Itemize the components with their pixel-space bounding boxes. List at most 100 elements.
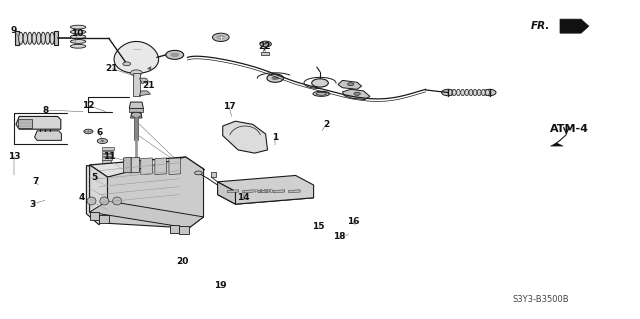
Ellipse shape [469, 89, 473, 96]
Bar [102, 160, 111, 163]
Circle shape [348, 83, 354, 86]
Ellipse shape [19, 32, 23, 44]
Circle shape [123, 62, 131, 66]
Polygon shape [258, 190, 269, 193]
Polygon shape [86, 166, 112, 225]
Polygon shape [273, 190, 285, 193]
Ellipse shape [41, 32, 45, 44]
Ellipse shape [465, 89, 468, 96]
Ellipse shape [70, 40, 86, 43]
Polygon shape [170, 225, 179, 233]
Ellipse shape [32, 32, 36, 44]
Circle shape [483, 89, 496, 96]
Polygon shape [218, 182, 236, 204]
Polygon shape [54, 31, 58, 45]
Ellipse shape [486, 89, 490, 96]
Text: 3: 3 [29, 200, 35, 209]
Bar [102, 147, 114, 150]
Text: 18: 18 [333, 232, 346, 241]
Text: 7: 7 [32, 177, 38, 186]
Text: 21: 21 [106, 64, 118, 73]
Text: 4: 4 [79, 193, 85, 202]
Ellipse shape [477, 89, 481, 96]
Text: S3Y3-B3500B: S3Y3-B3500B [513, 295, 569, 304]
Text: 10: 10 [70, 29, 83, 38]
Text: 17: 17 [223, 102, 236, 111]
Polygon shape [243, 190, 254, 193]
Text: 20: 20 [176, 257, 189, 266]
Text: 2: 2 [323, 120, 330, 129]
Text: 15: 15 [312, 222, 325, 231]
Circle shape [100, 140, 104, 142]
Polygon shape [108, 157, 204, 228]
Text: 14: 14 [237, 193, 250, 202]
Text: FR.: FR. [531, 21, 550, 31]
Polygon shape [124, 157, 131, 173]
Polygon shape [179, 226, 189, 234]
Ellipse shape [70, 44, 86, 48]
Text: 12: 12 [82, 101, 95, 110]
Text: P R N D: P R N D [255, 189, 273, 194]
Polygon shape [155, 158, 166, 174]
Polygon shape [560, 19, 589, 33]
Polygon shape [141, 158, 152, 174]
Polygon shape [261, 52, 269, 55]
Circle shape [263, 43, 268, 45]
Circle shape [312, 79, 328, 87]
Polygon shape [169, 158, 180, 174]
Polygon shape [90, 212, 99, 220]
Text: 16: 16 [347, 217, 360, 226]
Polygon shape [211, 172, 216, 177]
Ellipse shape [100, 197, 109, 205]
Text: 9: 9 [11, 26, 17, 35]
Polygon shape [16, 116, 61, 129]
Text: 22: 22 [258, 42, 271, 51]
Text: 5: 5 [92, 173, 98, 182]
Ellipse shape [113, 197, 122, 205]
Ellipse shape [452, 89, 456, 96]
Circle shape [260, 41, 271, 47]
Polygon shape [218, 175, 314, 204]
Polygon shape [140, 78, 148, 84]
Polygon shape [227, 190, 239, 193]
Circle shape [170, 53, 179, 57]
Polygon shape [99, 215, 109, 223]
Bar [102, 154, 113, 156]
Circle shape [195, 171, 202, 175]
Polygon shape [131, 112, 142, 118]
Polygon shape [15, 31, 19, 45]
Bar [102, 151, 113, 153]
Circle shape [166, 50, 184, 59]
Text: 21: 21 [142, 81, 155, 90]
Polygon shape [223, 121, 268, 153]
Ellipse shape [70, 25, 86, 29]
Polygon shape [133, 73, 140, 96]
Circle shape [354, 92, 360, 95]
Circle shape [217, 35, 225, 39]
Bar [102, 157, 112, 160]
Circle shape [97, 138, 108, 144]
Ellipse shape [448, 89, 452, 96]
Polygon shape [35, 131, 61, 140]
Ellipse shape [28, 32, 32, 44]
Text: 6: 6 [96, 128, 102, 137]
Circle shape [442, 89, 454, 96]
Ellipse shape [461, 89, 465, 96]
Polygon shape [550, 143, 563, 146]
Polygon shape [131, 157, 140, 173]
Ellipse shape [23, 32, 28, 44]
Ellipse shape [87, 197, 96, 205]
Polygon shape [342, 89, 370, 100]
Text: 13: 13 [8, 152, 20, 161]
Ellipse shape [36, 32, 41, 44]
Polygon shape [218, 188, 314, 204]
Circle shape [131, 70, 142, 76]
Text: ◀: ◀ [147, 66, 151, 71]
Text: 1: 1 [272, 133, 278, 142]
Polygon shape [90, 165, 108, 223]
Text: ATM-4: ATM-4 [550, 124, 589, 134]
Polygon shape [90, 157, 204, 177]
Circle shape [267, 74, 284, 82]
Ellipse shape [313, 91, 330, 96]
Polygon shape [86, 158, 205, 177]
